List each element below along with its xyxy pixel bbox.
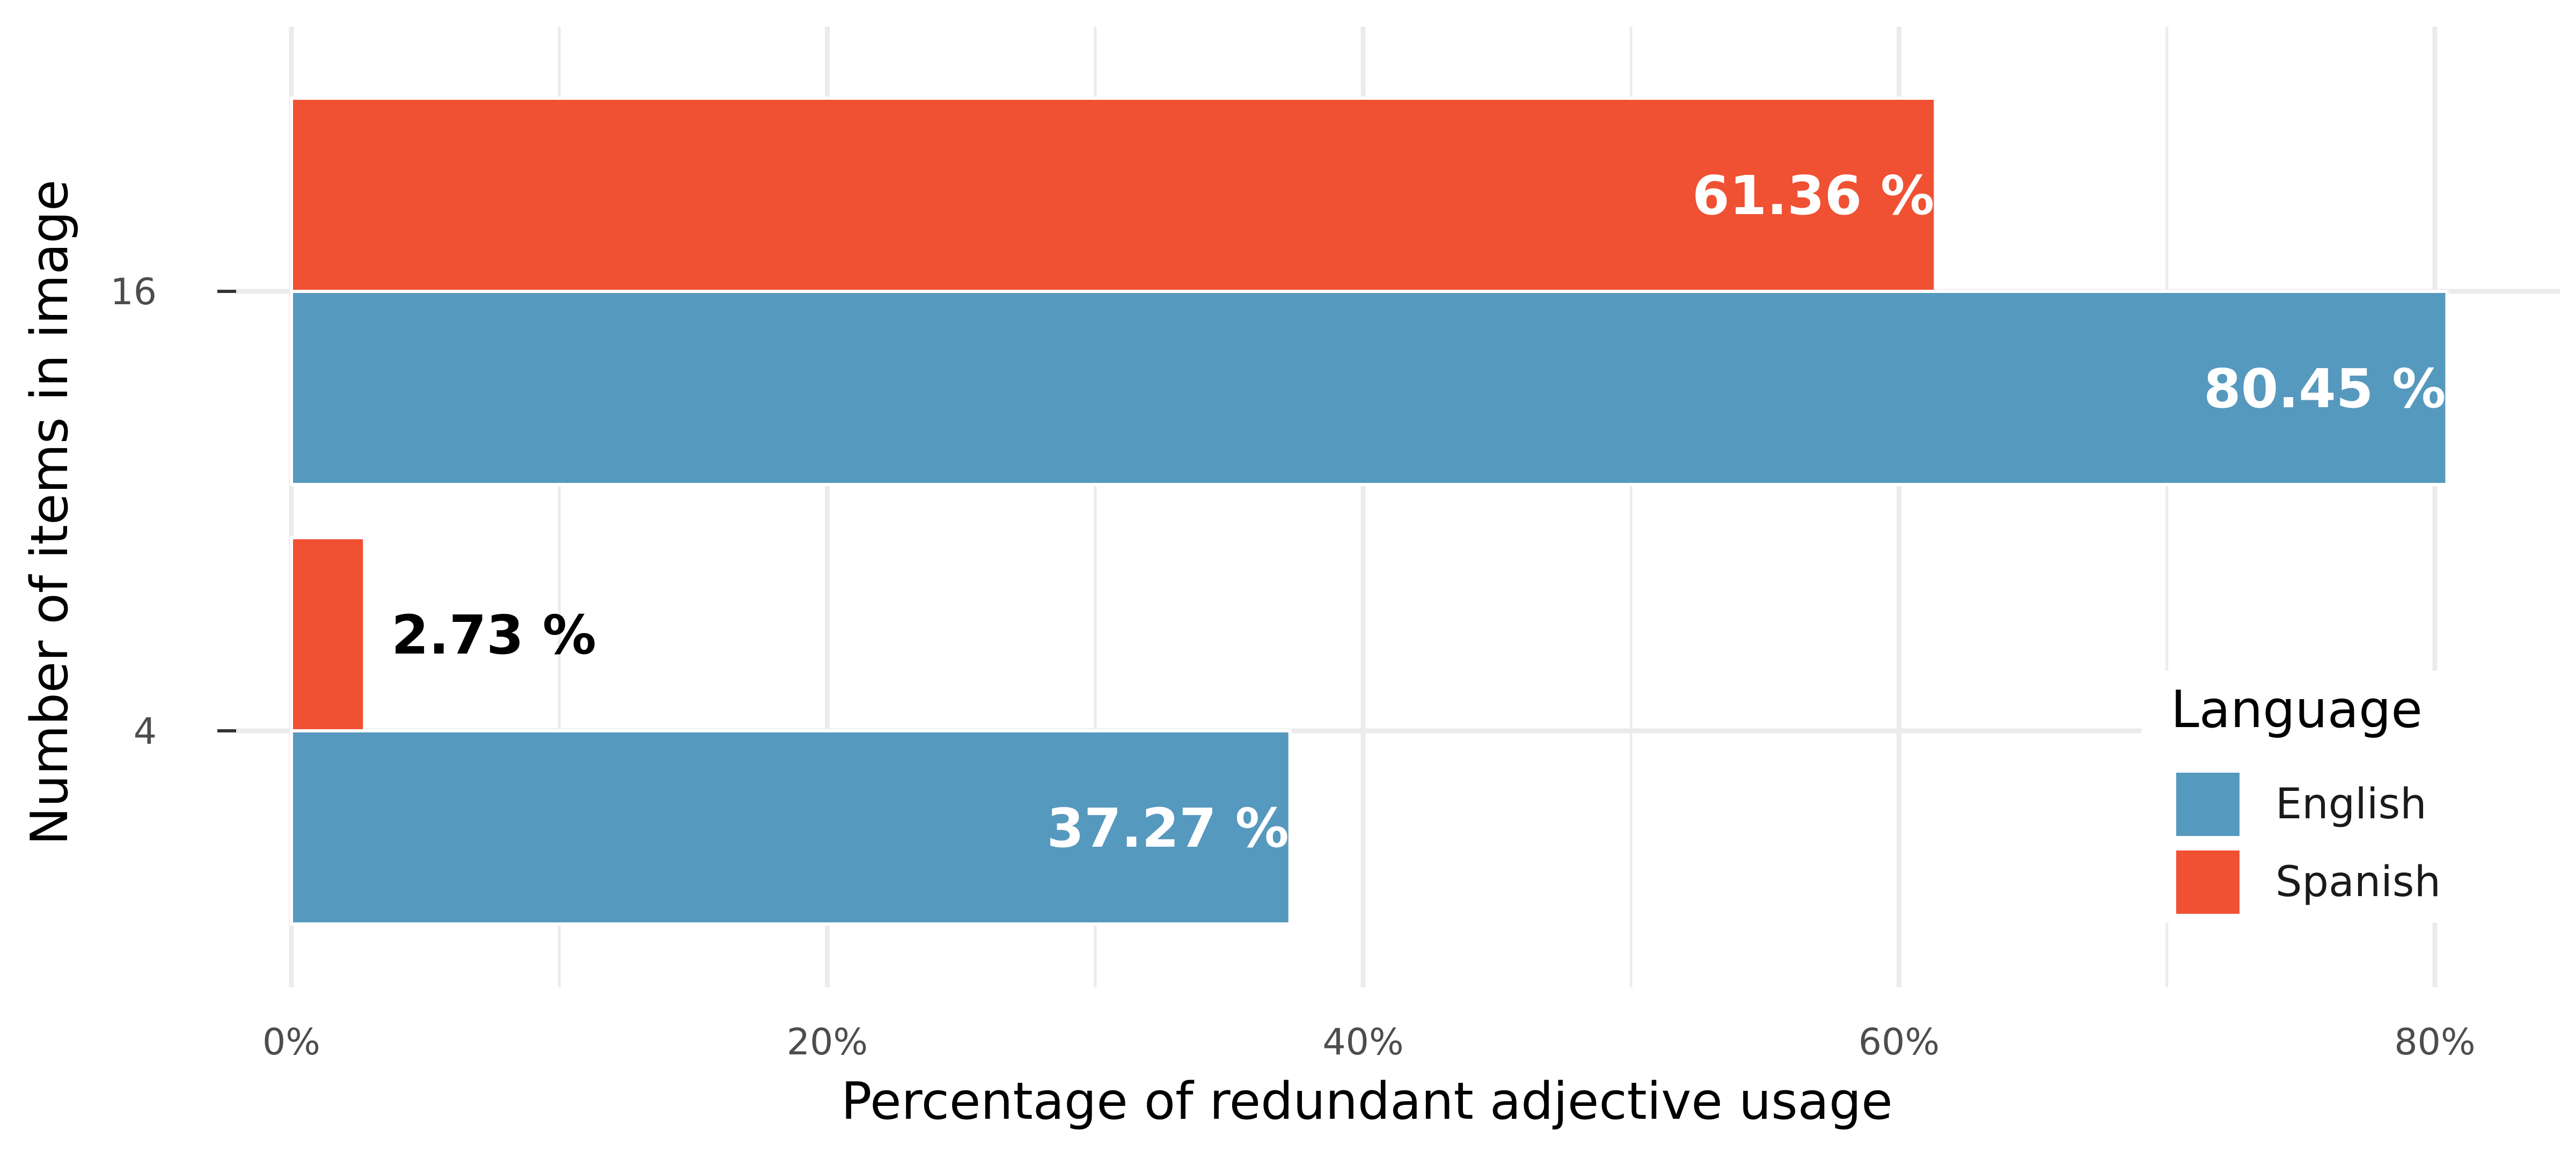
legend-title: Language: [2171, 680, 2423, 739]
bar-label-spanish-16: 61.36 %: [1692, 164, 1934, 227]
y-axis-ticks: 4 16: [110, 271, 236, 753]
legend-items: English Spanish: [2176, 773, 2441, 914]
x-tick-label: 80%: [2394, 1021, 2475, 1063]
bar-label-english-16: 80.45 %: [2204, 357, 2446, 420]
bar-spanish-16: [290, 97, 1937, 293]
bar-labels: 2.73 % 37.27 % 61.36 % 80.45 %: [391, 164, 2446, 860]
bars: [290, 97, 2449, 926]
bar-english-16: [290, 290, 2449, 486]
bar-spanish-4: [290, 536, 367, 732]
bar-label-english-4: 37.27 %: [1046, 797, 1289, 860]
legend-key-spanish: [2176, 850, 2240, 914]
x-tick-label: 60%: [1858, 1021, 1940, 1063]
legend-label-english: English: [2275, 780, 2427, 828]
x-tick-label: 20%: [787, 1021, 868, 1063]
x-axis-title: Percentage of redundant adjective usage: [841, 1072, 1892, 1131]
y-tick-label: 4: [134, 710, 157, 753]
x-tick-label: 40%: [1322, 1021, 1403, 1063]
x-axis-ticks: 0% 20% 40% 60% 80%: [262, 1021, 2476, 1063]
y-axis-title: Number of items in image: [20, 180, 79, 846]
y-tick-label: 16: [110, 271, 157, 313]
bar-label-spanish-4: 2.73 %: [391, 604, 596, 666]
x-tick-label: 0%: [262, 1021, 320, 1063]
bar-english-4: [290, 729, 1292, 926]
legend-key-english: [2176, 773, 2240, 836]
legend: Language English Spanish: [2141, 671, 2571, 923]
legend-label-spanish: Spanish: [2275, 858, 2441, 906]
